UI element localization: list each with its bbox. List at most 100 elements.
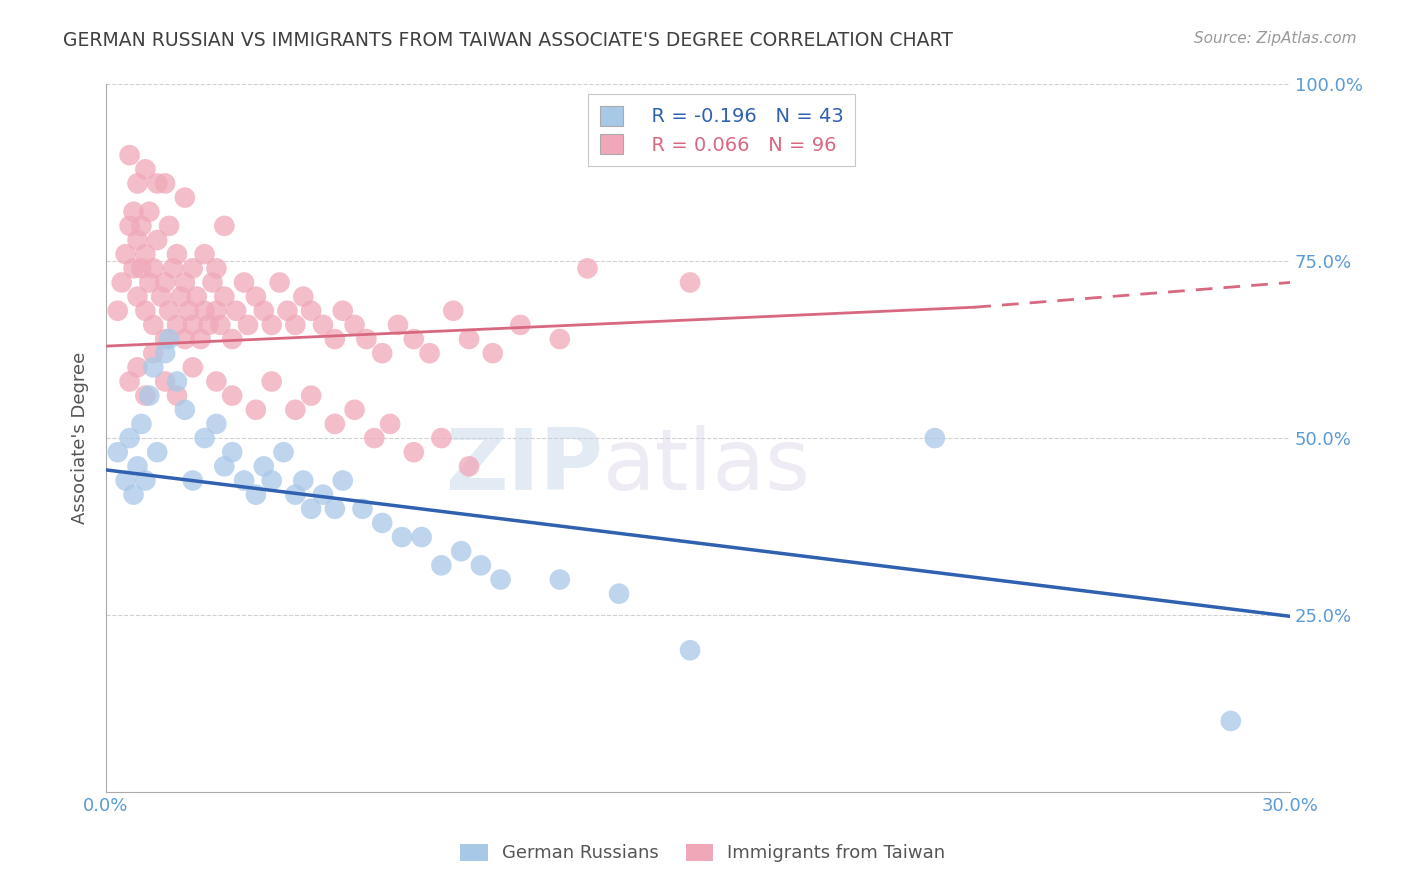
Point xyxy=(142,360,165,375)
Point xyxy=(153,332,176,346)
Point xyxy=(127,177,149,191)
Point xyxy=(118,431,141,445)
Point xyxy=(197,318,219,332)
Point xyxy=(576,261,599,276)
Point xyxy=(509,318,531,332)
Point xyxy=(273,445,295,459)
Point xyxy=(260,375,283,389)
Point xyxy=(209,318,232,332)
Text: GERMAN RUSSIAN VS IMMIGRANTS FROM TAIWAN ASSOCIATE'S DEGREE CORRELATION CHART: GERMAN RUSSIAN VS IMMIGRANTS FROM TAIWAN… xyxy=(63,31,953,50)
Point xyxy=(343,402,366,417)
Point xyxy=(166,375,188,389)
Text: ZIP: ZIP xyxy=(446,425,603,508)
Point xyxy=(323,332,346,346)
Point xyxy=(292,474,315,488)
Point xyxy=(146,445,169,459)
Point xyxy=(134,162,156,177)
Point xyxy=(166,247,188,261)
Point xyxy=(118,375,141,389)
Point xyxy=(107,445,129,459)
Point xyxy=(363,431,385,445)
Point xyxy=(157,332,180,346)
Point xyxy=(173,332,195,346)
Point xyxy=(312,318,335,332)
Point xyxy=(253,459,276,474)
Point xyxy=(276,303,298,318)
Point xyxy=(679,643,702,657)
Point xyxy=(122,261,145,276)
Point xyxy=(177,303,200,318)
Point xyxy=(142,346,165,360)
Point xyxy=(186,290,208,304)
Point xyxy=(127,290,149,304)
Point xyxy=(194,247,217,261)
Point xyxy=(214,459,236,474)
Point xyxy=(292,290,315,304)
Point xyxy=(284,488,307,502)
Legend:   R = -0.196   N = 43,   R = 0.066   N = 96: R = -0.196 N = 43, R = 0.066 N = 96 xyxy=(588,95,855,166)
Point xyxy=(127,360,149,375)
Point xyxy=(138,204,160,219)
Point xyxy=(260,474,283,488)
Point xyxy=(245,290,267,304)
Legend: German Russians, Immigrants from Taiwan: German Russians, Immigrants from Taiwan xyxy=(453,837,953,870)
Point xyxy=(114,247,136,261)
Point xyxy=(134,389,156,403)
Point xyxy=(142,261,165,276)
Point xyxy=(127,233,149,247)
Point xyxy=(157,303,180,318)
Point xyxy=(214,290,236,304)
Point xyxy=(470,558,492,573)
Point xyxy=(402,332,425,346)
Point xyxy=(138,389,160,403)
Point xyxy=(205,303,228,318)
Point xyxy=(131,261,153,276)
Point xyxy=(323,417,346,431)
Point xyxy=(153,276,176,290)
Point xyxy=(481,346,503,360)
Point xyxy=(173,276,195,290)
Point xyxy=(157,219,180,233)
Point xyxy=(548,573,571,587)
Point xyxy=(173,402,195,417)
Point xyxy=(127,459,149,474)
Point xyxy=(134,247,156,261)
Point xyxy=(131,417,153,431)
Text: atlas: atlas xyxy=(603,425,811,508)
Point xyxy=(607,587,630,601)
Point xyxy=(371,516,394,530)
Point xyxy=(201,276,224,290)
Y-axis label: Associate's Degree: Associate's Degree xyxy=(72,352,89,524)
Point xyxy=(1219,714,1241,728)
Point xyxy=(312,488,335,502)
Point xyxy=(489,573,512,587)
Point xyxy=(225,303,247,318)
Text: Source: ZipAtlas.com: Source: ZipAtlas.com xyxy=(1194,31,1357,46)
Point xyxy=(134,474,156,488)
Point xyxy=(299,303,322,318)
Point xyxy=(153,177,176,191)
Point xyxy=(181,360,204,375)
Point xyxy=(284,318,307,332)
Point xyxy=(118,148,141,162)
Point xyxy=(221,389,243,403)
Point xyxy=(166,389,188,403)
Point xyxy=(458,459,481,474)
Point xyxy=(131,219,153,233)
Point xyxy=(245,402,267,417)
Point xyxy=(441,303,464,318)
Point xyxy=(107,303,129,318)
Point xyxy=(122,488,145,502)
Point xyxy=(245,488,267,502)
Point xyxy=(236,318,259,332)
Point xyxy=(260,318,283,332)
Point xyxy=(430,431,453,445)
Point xyxy=(332,474,354,488)
Point xyxy=(430,558,453,573)
Point xyxy=(924,431,946,445)
Point xyxy=(402,445,425,459)
Point xyxy=(411,530,433,544)
Point xyxy=(233,276,256,290)
Point xyxy=(142,318,165,332)
Point xyxy=(391,530,413,544)
